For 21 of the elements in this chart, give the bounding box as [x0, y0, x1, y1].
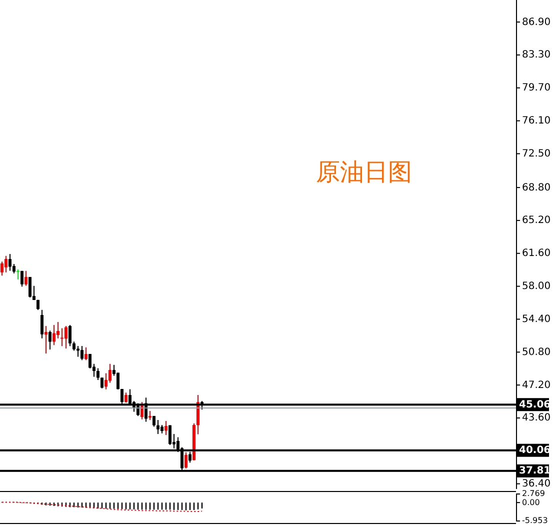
y-tick-label: 83.30	[522, 50, 551, 61]
y-tick-label: 2.769	[522, 489, 545, 498]
y-tick-label: 54.40	[522, 314, 551, 325]
y-tick-label: 43.60	[522, 412, 551, 424]
ref-line-label: 45.06	[519, 399, 551, 410]
ref-line-label: 40.06	[519, 445, 551, 456]
y-tick-label: 36.40	[522, 478, 551, 490]
y-tick-label: -5.953	[522, 516, 548, 526]
y-tick-label: 86.90	[522, 16, 551, 28]
y-tick-label: 68.80	[522, 182, 551, 194]
y-tick-label: 47.20	[522, 380, 551, 391]
y-tick-label: 65.20	[522, 215, 551, 226]
y-tick-label: 58.00	[522, 281, 551, 292]
y-tick-label: 72.50	[522, 148, 551, 160]
ref-line-label: 37.81	[519, 466, 551, 477]
y-tick-label: 0.00	[522, 498, 540, 507]
y-tick-label: 61.60	[522, 248, 551, 260]
annotation: 原油日图	[316, 158, 412, 186]
y-tick-label: 50.80	[522, 346, 551, 358]
y-tick-label: 76.10	[522, 116, 551, 127]
y-tick-label: 79.70	[522, 82, 551, 94]
